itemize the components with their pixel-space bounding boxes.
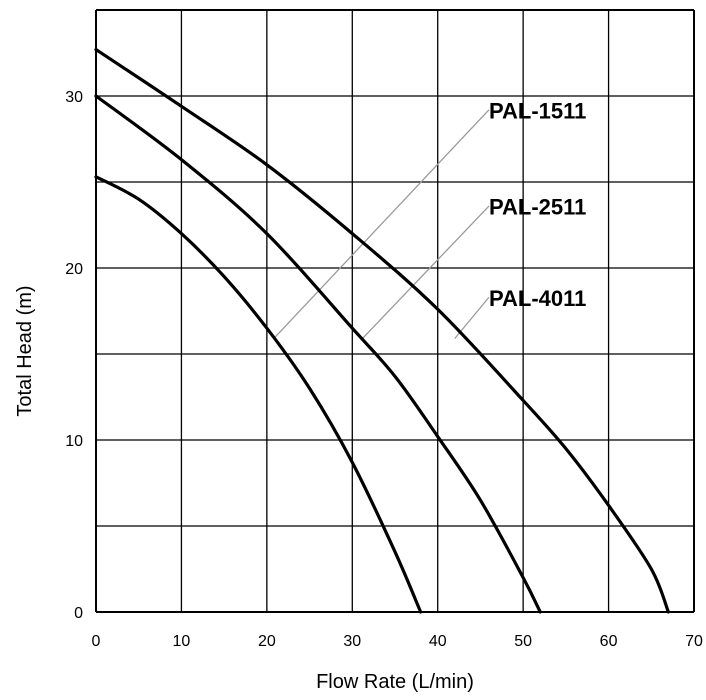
x-tick-label: 70 bbox=[685, 633, 703, 650]
x-tick-label: 0 bbox=[92, 633, 101, 650]
grid-layer bbox=[95, 9, 695, 613]
series-label-pal-1511: PAL-1511 bbox=[489, 98, 586, 123]
x-tick-label: 50 bbox=[514, 633, 532, 650]
leader-line bbox=[274, 109, 490, 338]
y-tick-label: 0 bbox=[74, 605, 83, 622]
y-tick-label: 20 bbox=[65, 261, 83, 278]
x-tick-label: 30 bbox=[343, 633, 361, 650]
x-tick-label: 20 bbox=[258, 633, 276, 650]
leader-lines bbox=[274, 109, 490, 341]
x-tick-label: 60 bbox=[600, 633, 618, 650]
y-axis-title: Total Head (m) bbox=[14, 285, 36, 416]
y-tick-label: 30 bbox=[65, 89, 83, 106]
series-curve-pal-4011 bbox=[94, 47, 670, 614]
x-axis-title: Flow Rate (L/min) bbox=[316, 671, 474, 693]
x-tick-label: 10 bbox=[173, 633, 191, 650]
tick-labels: 0 10 20 30 40 50 60 70 0 10 20 30 bbox=[65, 89, 703, 650]
curves-layer bbox=[94, 47, 670, 614]
leader-line bbox=[360, 205, 490, 341]
series-curve-pal-1511 bbox=[94, 175, 423, 614]
series-labels: PAL-1511 PAL-2511 PAL-4011 bbox=[489, 98, 586, 310]
series-label-pal-2511: PAL-2511 bbox=[489, 195, 586, 220]
series-label-pal-4011: PAL-4011 bbox=[489, 286, 586, 311]
y-tick-label: 10 bbox=[65, 433, 83, 450]
series-curve-pal-2511 bbox=[94, 94, 542, 614]
x-tick-label: 40 bbox=[429, 633, 447, 650]
